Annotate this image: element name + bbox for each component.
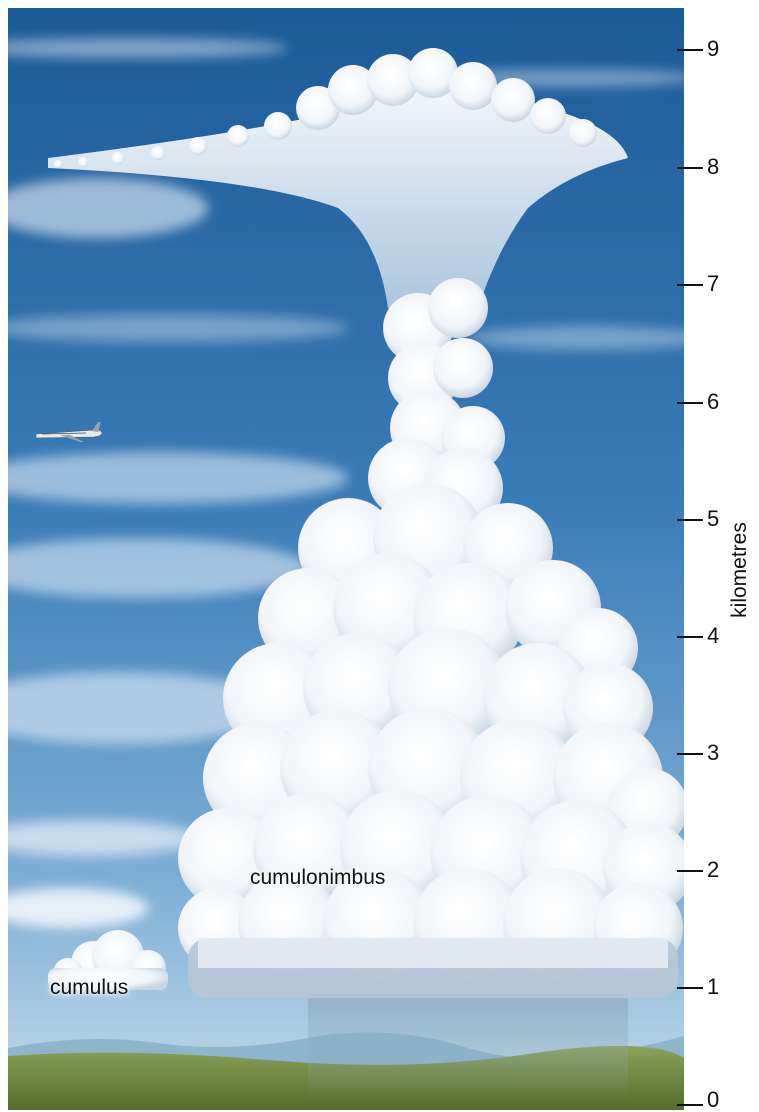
cumulonimbus-label: cumulonimbus [250,866,386,889]
tick-label-9: 9 [707,36,720,61]
tick-label-0: 0 [707,1087,720,1112]
tick-4 [677,636,703,638]
tick-label-1: 1 [707,974,720,999]
tick-label-4: 4 [707,623,720,648]
sky-scene: cumulonimbus cumulus [8,8,684,1110]
tick-6 [677,402,703,404]
axis-title: kilometres [728,522,751,618]
tick-5 [677,519,703,521]
altitude-axis: 0 1 2 3 4 5 6 7 8 9 [677,0,759,1112]
tick-3 [677,753,703,755]
tick-2 [677,870,703,872]
cumulonimbus-cloud [178,278,684,978]
tick-0 [677,1104,703,1106]
tick-7 [677,284,703,286]
cirrus-streaks [8,38,684,928]
tick-8 [677,167,703,169]
tick-label-5: 5 [707,506,720,531]
tick-9 [677,49,703,51]
rain-shaft [308,993,628,1103]
cumulus-label: cumulus [50,976,129,999]
tick-label-7: 7 [707,271,720,296]
airplane-icon [35,422,103,442]
tick-label-6: 6 [707,389,720,414]
cloud-illustration [8,8,684,1110]
tick-1 [677,987,703,989]
tick-label-2: 2 [707,857,720,882]
cumulus-cloud [48,930,168,990]
tick-label-8: 8 [707,154,720,179]
tick-label-3: 3 [707,740,720,765]
anvil-cloud [48,48,628,308]
